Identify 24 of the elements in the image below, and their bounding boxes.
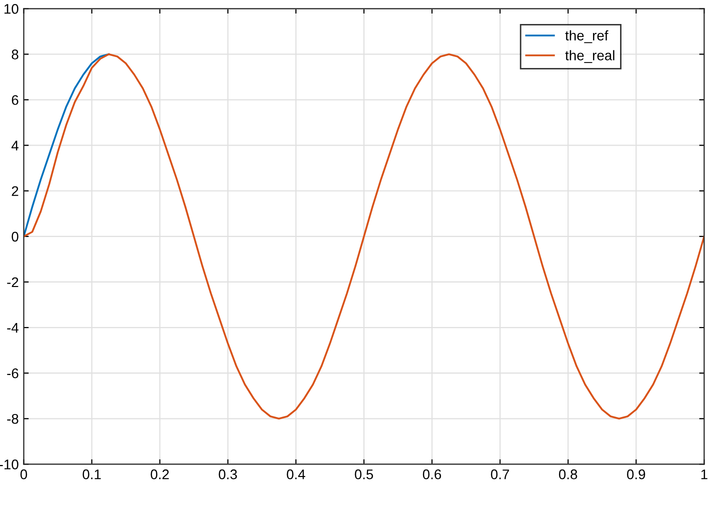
y-tick-label: -6 (7, 368, 18, 378)
y-tick-label: 2 (12, 186, 18, 196)
x-tick-label: 0.3 (218, 469, 237, 480)
x-tick-label: 1 (701, 470, 708, 480)
y-tick-label: -2 (7, 277, 18, 288)
y-tick-label: 6 (12, 95, 18, 105)
x-tick-label: 0 (20, 469, 28, 480)
legend-label: the_real (565, 50, 614, 63)
y-tick-label: 4 (11, 140, 18, 150)
x-tick-label: 0.6 (422, 469, 442, 480)
legend-label: the_ref (565, 30, 608, 44)
x-tick-label: 0.7 (490, 469, 509, 480)
line-series (24, 53, 110, 238)
y-tick-label: -4 (7, 323, 18, 333)
y-tick-label: 8 (12, 50, 18, 60)
x-tick-label: 0.1 (82, 469, 101, 480)
x-tick-label: 0.4 (286, 469, 306, 480)
y-tick-label: -8 (7, 414, 18, 424)
y-tick-label: 10 (4, 4, 18, 14)
x-tick-label: 0.9 (627, 469, 646, 480)
x-tick-label: 0.5 (354, 469, 374, 480)
x-tick-label: 0.8 (558, 469, 578, 480)
y-tick-label: 0 (12, 232, 18, 242)
x-tick-label: 0.2 (150, 469, 169, 480)
